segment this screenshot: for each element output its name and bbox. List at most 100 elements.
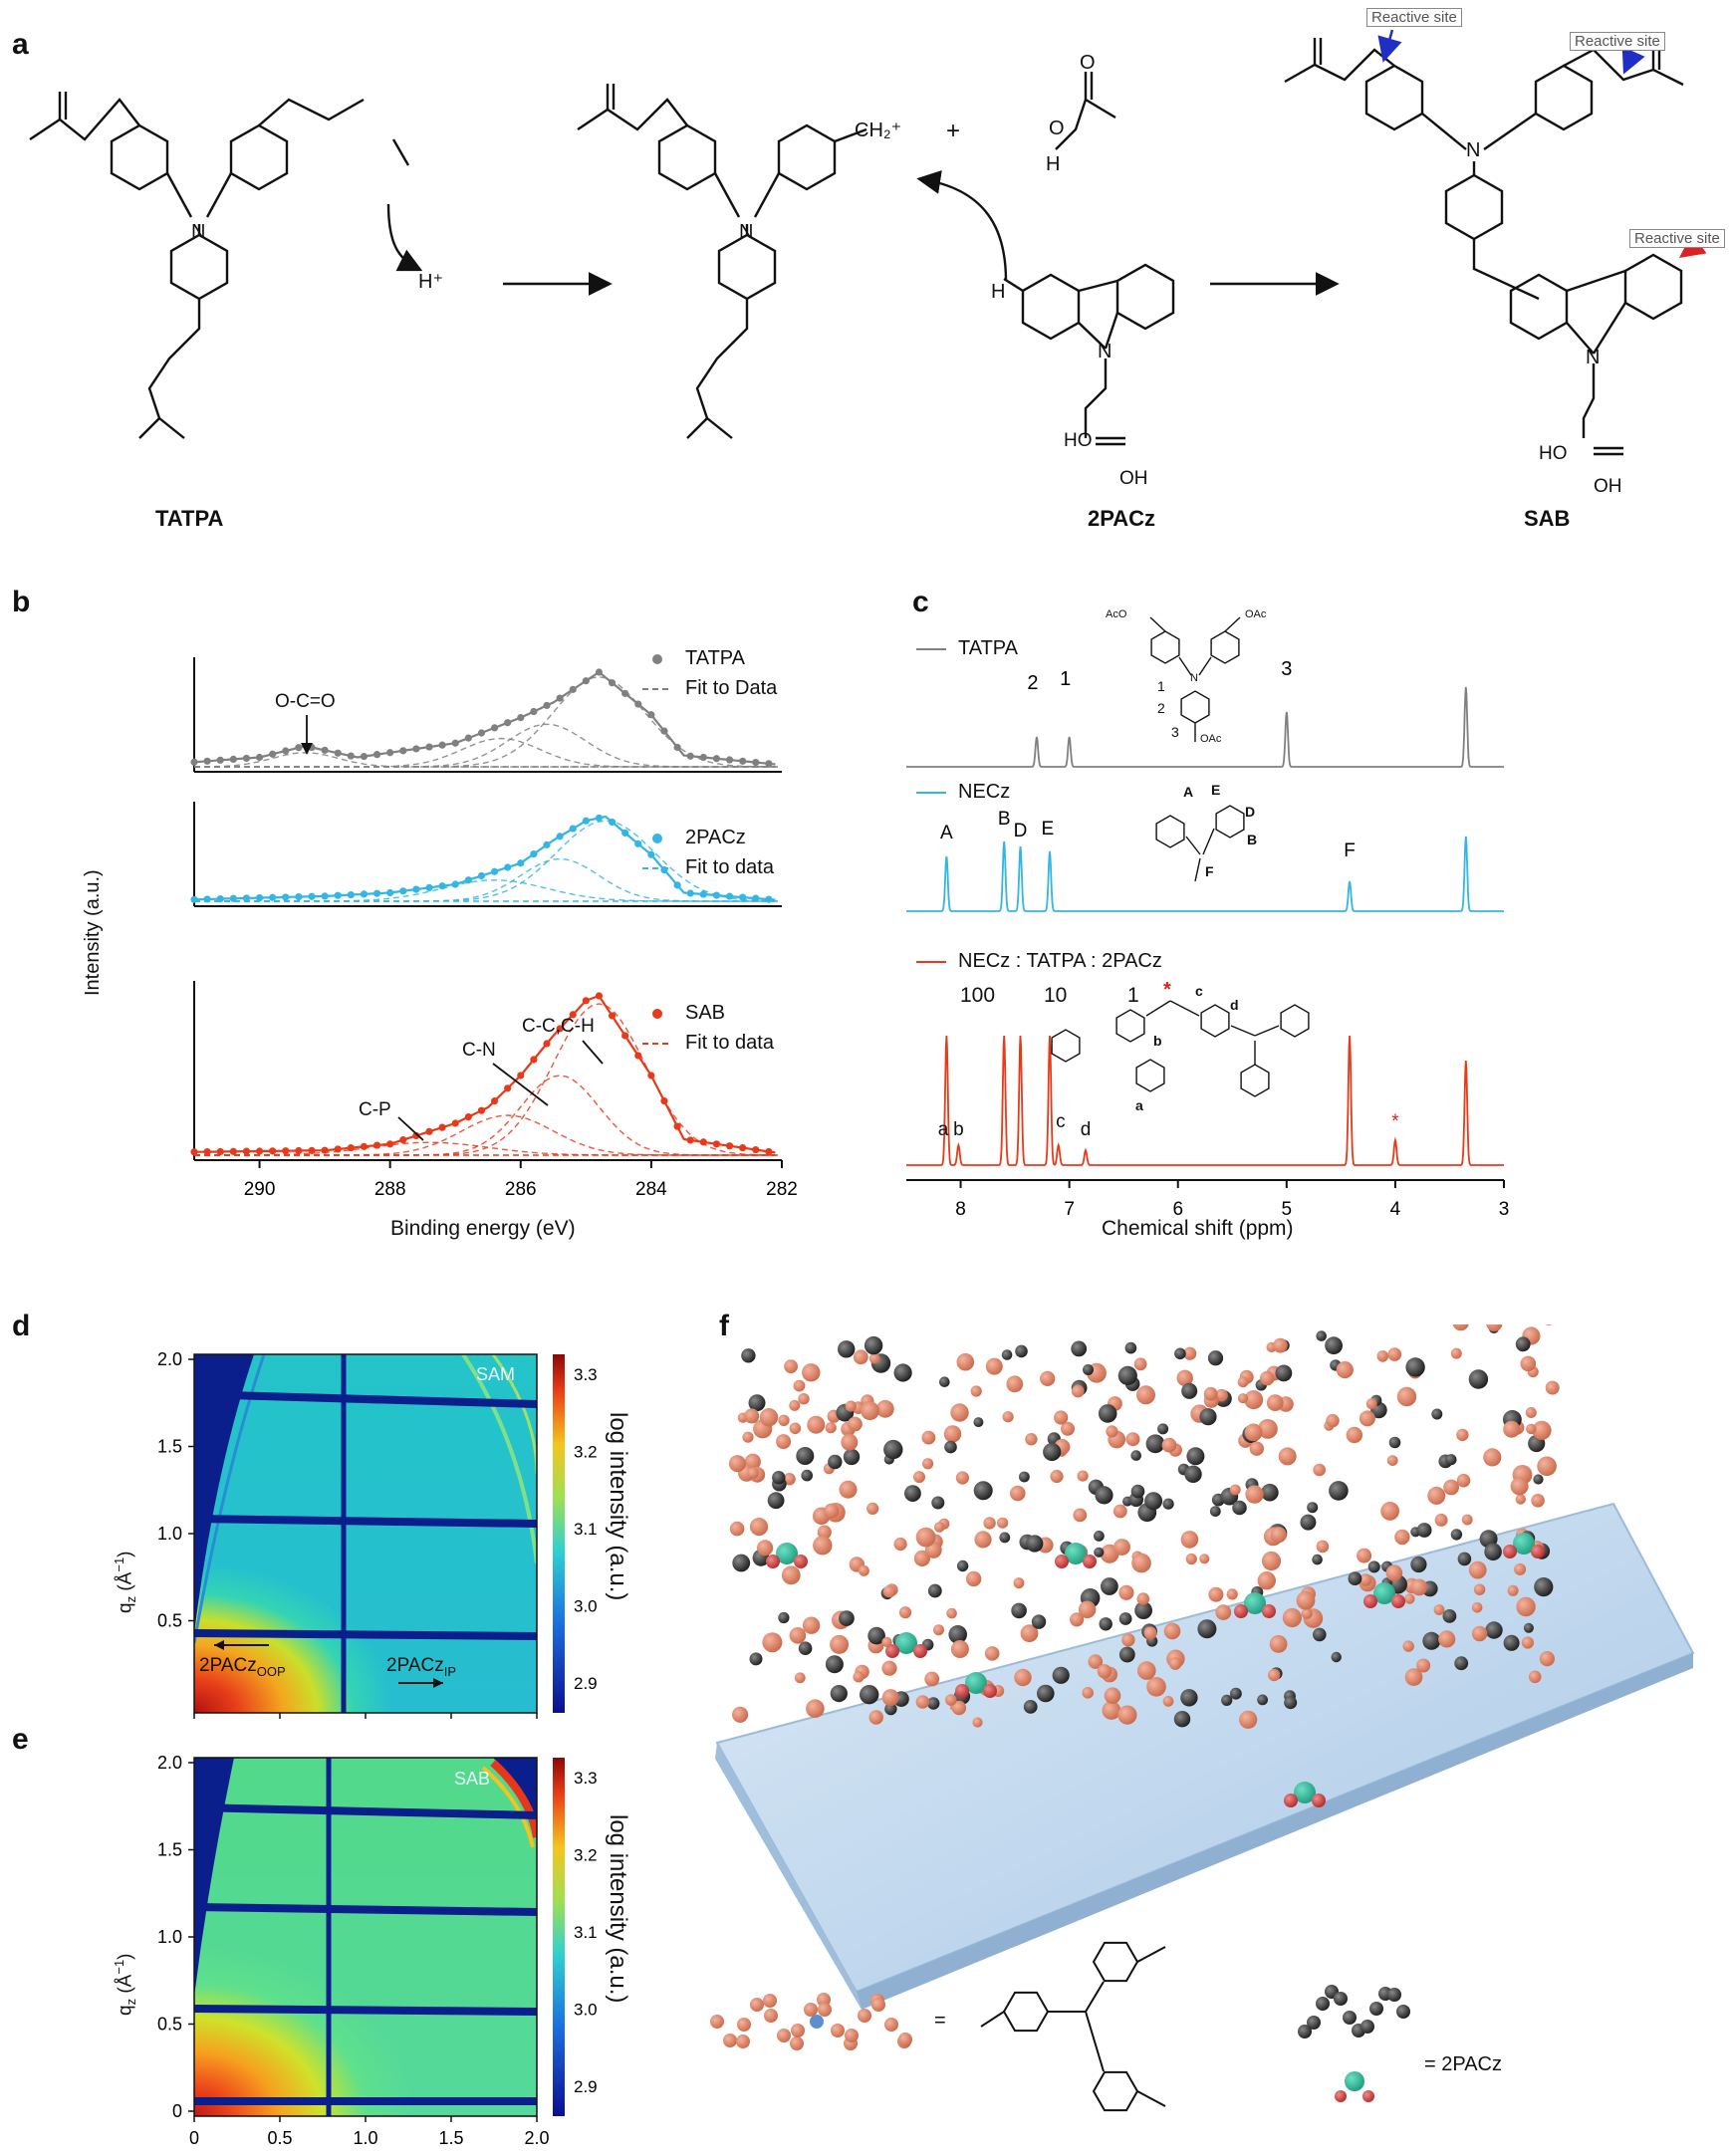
compound-label-tatpa: TATPA — [155, 506, 224, 531]
nmr-peak-label: 2 — [1027, 672, 1038, 694]
xps-xlabel: Binding energy (eV) — [390, 1217, 576, 1240]
xps-data-point — [517, 1072, 525, 1079]
atom — [1002, 1411, 1014, 1423]
legend-ring — [1092, 1941, 1139, 1983]
atom — [1094, 1547, 1105, 1557]
xps-fit-component — [194, 1114, 776, 1156]
atom — [1275, 1364, 1293, 1382]
xps-data-point — [334, 891, 342, 899]
nmr-peak-label: E — [1041, 819, 1054, 839]
atom — [1516, 1596, 1536, 1617]
colorbar-tick-label: 3.2 — [574, 1443, 598, 1462]
xps-data-point — [386, 749, 394, 757]
giwaxs-ytick-label: 2.0 — [157, 1753, 182, 1773]
atom — [1244, 1423, 1263, 1442]
struct-label: A — [1183, 784, 1193, 800]
atom — [913, 1550, 930, 1566]
mix-ring — [1051, 1029, 1081, 1063]
xps-data-point — [334, 749, 342, 757]
atom — [1186, 1447, 1205, 1466]
atom — [858, 1564, 869, 1576]
xps-data-point — [530, 849, 538, 858]
atom — [1229, 1484, 1241, 1496]
xps-data-point — [308, 1146, 316, 1154]
atom — [1336, 1361, 1354, 1379]
atom — [881, 1636, 892, 1648]
giwaxs-ytick-label: 2.0 — [157, 1349, 182, 1369]
oh-label-pacz: OH — [1119, 468, 1148, 489]
atom — [1101, 1577, 1118, 1595]
xps-data-point — [372, 1141, 381, 1149]
struct-label: c — [1195, 983, 1203, 999]
xps-data-point — [255, 894, 264, 902]
bond — [1185, 836, 1201, 855]
xps-data-point — [347, 890, 355, 899]
atom — [1316, 1540, 1330, 1554]
legend-atom — [710, 2015, 724, 2029]
colorbar — [553, 1758, 565, 2116]
xps-legend-2pacz: 2PACz — [685, 827, 746, 848]
atom — [1015, 1344, 1028, 1358]
nmr-trace — [906, 836, 1504, 912]
atom — [997, 1517, 1009, 1529]
atom — [1121, 1633, 1135, 1647]
atom — [1468, 1560, 1487, 1579]
legend-atom — [898, 2033, 912, 2046]
nmr-peak-label: F — [1344, 840, 1356, 861]
struct-label: F — [1205, 863, 1214, 879]
atom — [1515, 1494, 1526, 1505]
d-ylabel-end: ) — [115, 1551, 136, 1557]
atom — [1257, 1571, 1276, 1590]
xps-data-point — [269, 750, 277, 758]
xps-data-point — [451, 739, 459, 747]
xps-data-point — [712, 1140, 721, 1148]
legend-atom — [791, 2024, 805, 2037]
legend-atom — [831, 2024, 845, 2037]
reaction-scheme — [29, 29, 1707, 456]
struct-num: 2 — [1157, 700, 1165, 716]
xps-data-point — [647, 711, 655, 719]
xps-data-point — [386, 1140, 394, 1148]
atom — [1284, 1696, 1298, 1710]
xps-data-point — [451, 1119, 459, 1127]
d-ylabel-unit: (Å — [115, 1571, 136, 1596]
xps-data-point — [464, 1113, 472, 1121]
compound-label-sab: SAB — [1524, 506, 1571, 531]
atom — [951, 1700, 967, 1716]
atom — [789, 1627, 807, 1644]
atom-n-pacz: N — [1098, 341, 1112, 362]
atom — [965, 1570, 982, 1587]
panel-label-b: b — [12, 586, 31, 618]
xps-data-point — [699, 890, 707, 898]
panel-label-f: f — [719, 1310, 729, 1342]
struct-num: 1 — [1157, 678, 1165, 694]
atom — [1199, 1554, 1210, 1564]
giwaxs-d-oop: 2PACzOOP — [199, 1655, 286, 1679]
xps-data-point — [282, 1147, 290, 1155]
atom — [732, 1706, 749, 1723]
atom — [934, 1522, 945, 1533]
reactive-site-label-1: Reactive site — [1366, 8, 1462, 27]
atom — [893, 1537, 907, 1552]
molecular-model — [710, 1324, 1695, 2112]
xps-data-point — [660, 1097, 668, 1105]
xps-data-point — [621, 1032, 629, 1040]
xps-arrow-cp — [397, 1116, 424, 1141]
atom — [1031, 1614, 1047, 1629]
atom — [776, 1434, 792, 1450]
giwaxs-ytick-label: 1.5 — [157, 1840, 182, 1860]
atom — [1259, 1370, 1275, 1386]
giwaxs-e-tag: SAB — [454, 1769, 491, 1789]
tatpa-ring — [1180, 690, 1210, 724]
tatpa-ring — [1210, 630, 1240, 664]
xps-fit-component — [194, 676, 776, 768]
legend-atom — [1396, 2005, 1410, 2019]
xps-data-point — [490, 1097, 499, 1105]
e-ylabel-q: q — [115, 2005, 136, 2016]
xps-data-point — [556, 1025, 564, 1033]
e-ylabel-sub: z — [124, 1998, 139, 2006]
atom — [875, 1399, 894, 1418]
atom — [864, 1335, 883, 1355]
atom — [1245, 1485, 1264, 1504]
xps-data-point — [634, 1052, 642, 1060]
